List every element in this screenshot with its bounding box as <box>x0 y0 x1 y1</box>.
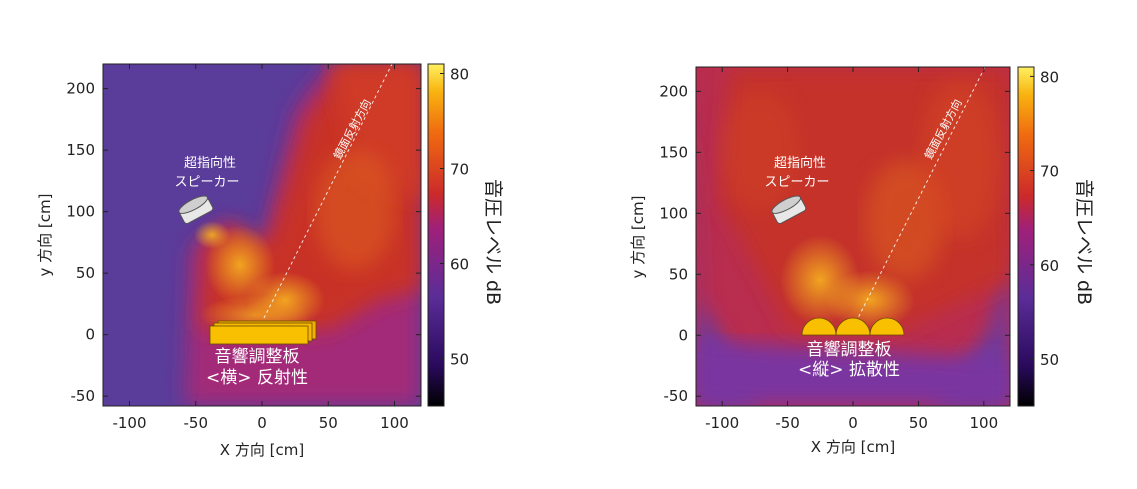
y-tick-label: -50 <box>664 387 689 405</box>
colorbar-label: 音圧レベル dB <box>482 179 504 305</box>
speaker-label-1: 超指向性 <box>184 155 236 171</box>
y-tick-label: -50 <box>71 387 96 405</box>
colorbar: 50 60 70 80 音圧レベル dB <box>427 63 504 407</box>
colorbar-tick-label: 60 <box>450 256 469 274</box>
colorbar-tick-label: 70 <box>450 161 469 179</box>
colorbar-tick-label: 50 <box>450 351 469 369</box>
acoustic-panel-flat <box>209 320 317 345</box>
x-tick-label: -100 <box>112 414 146 432</box>
x-axis-label: X 方向 [cm] <box>811 438 895 456</box>
colorbar-tick-label: 60 <box>1040 257 1059 275</box>
x-tick-label: -100 <box>705 414 739 432</box>
x-tick-label: 0 <box>848 414 858 432</box>
panel-label-2: <横> 反射性 <box>206 368 308 388</box>
speaker-label-1: 超指向性 <box>774 155 826 171</box>
colorbar-ticks: 50 60 70 80 <box>440 66 469 369</box>
x-tick-labels: -100 -50 0 50 100 <box>705 67 998 432</box>
colorbar-tick-label: 80 <box>1040 68 1059 86</box>
colorbar-tick-label: 50 <box>1040 351 1059 369</box>
left-heatmap <box>103 64 421 406</box>
x-tick-label: 100 <box>970 414 999 432</box>
speaker-icon <box>771 195 807 225</box>
speaker-label-2: スピーカー <box>174 175 239 190</box>
panel-label-1: 音響調整板 <box>807 340 892 360</box>
y-tick-label: 200 <box>659 82 688 100</box>
left-chart: 鏡面反射方向 超指向性 スピーカー 音響調整板 <横> 反射性 -100 -50 0… <box>36 63 504 459</box>
panel-label-1: 音響調整板 <box>215 347 300 367</box>
x-tick-label: 50 <box>909 414 928 432</box>
x-tick-label: -50 <box>775 414 800 432</box>
y-tick-label: 50 <box>669 265 688 283</box>
speaker-icon <box>178 195 214 225</box>
speaker-label-2: スピーカー <box>764 175 829 190</box>
y-axis-label: y 方向 [cm] <box>629 196 647 279</box>
right-heatmap <box>696 67 1010 406</box>
colorbar-tick-label: 70 <box>1040 163 1059 181</box>
x-axis-label: X 方向 [cm] <box>220 441 304 459</box>
y-tick-label: 0 <box>678 326 688 344</box>
y-tick-labels: -50 0 50 100 150 200 <box>659 82 1010 405</box>
y-tick-label: 200 <box>66 80 95 98</box>
x-tick-labels: -100 -50 0 50 100 <box>112 64 409 432</box>
y-tick-label: 150 <box>66 141 95 159</box>
colorbar-label: 音圧レベル dB <box>1073 179 1095 305</box>
panel-label-2: <縦> 拡散性 <box>798 360 900 380</box>
right-chart: 鏡面反射方向 超指向性 スピーカー 音響調整板 <縦> 拡散性 -100 -50 0… <box>629 66 1095 456</box>
y-tick-label: 100 <box>659 204 688 222</box>
acoustic-panel-diffuse <box>801 317 905 336</box>
x-tick-label: 100 <box>380 414 409 432</box>
y-tick-label: 100 <box>66 203 95 221</box>
y-tick-labels: -50 0 50 100 150 200 <box>66 80 421 405</box>
colorbar-ticks: 50 60 70 80 <box>1030 68 1059 369</box>
x-tick-label: 50 <box>319 414 338 432</box>
colorbar: 50 60 70 80 音圧レベル dB <box>1017 66 1095 407</box>
y-tick-label: 50 <box>76 264 95 282</box>
y-tick-label: 150 <box>659 143 688 161</box>
colorbar-tick-label: 80 <box>450 66 469 84</box>
y-tick-label: 0 <box>85 326 95 344</box>
x-tick-label: -50 <box>184 414 209 432</box>
x-tick-label: 0 <box>257 414 267 432</box>
y-axis-label: y 方向 [cm] <box>36 194 54 277</box>
